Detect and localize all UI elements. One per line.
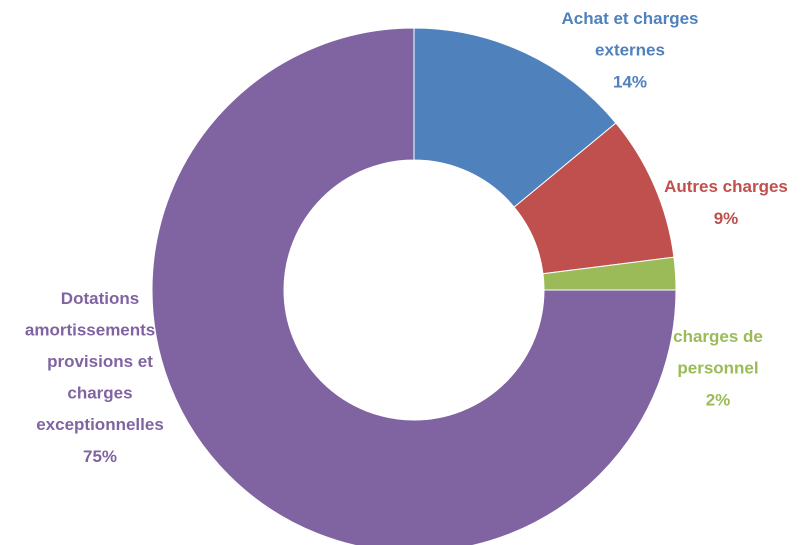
- value-label: 9%: [714, 209, 739, 228]
- donut-slice: [413, 27, 617, 208]
- slice-label: Achat et charges externes: [562, 9, 699, 60]
- value-label: 2%: [706, 390, 731, 409]
- value-label: 14%: [613, 72, 647, 91]
- donut-slice: [151, 27, 677, 545]
- slice-label: Autres charges: [664, 177, 788, 196]
- slice-label: charges de personnel: [673, 327, 763, 378]
- slice-label: Dotations amortissements et provisions et c…: [25, 289, 176, 434]
- value-label: 75%: [83, 447, 117, 466]
